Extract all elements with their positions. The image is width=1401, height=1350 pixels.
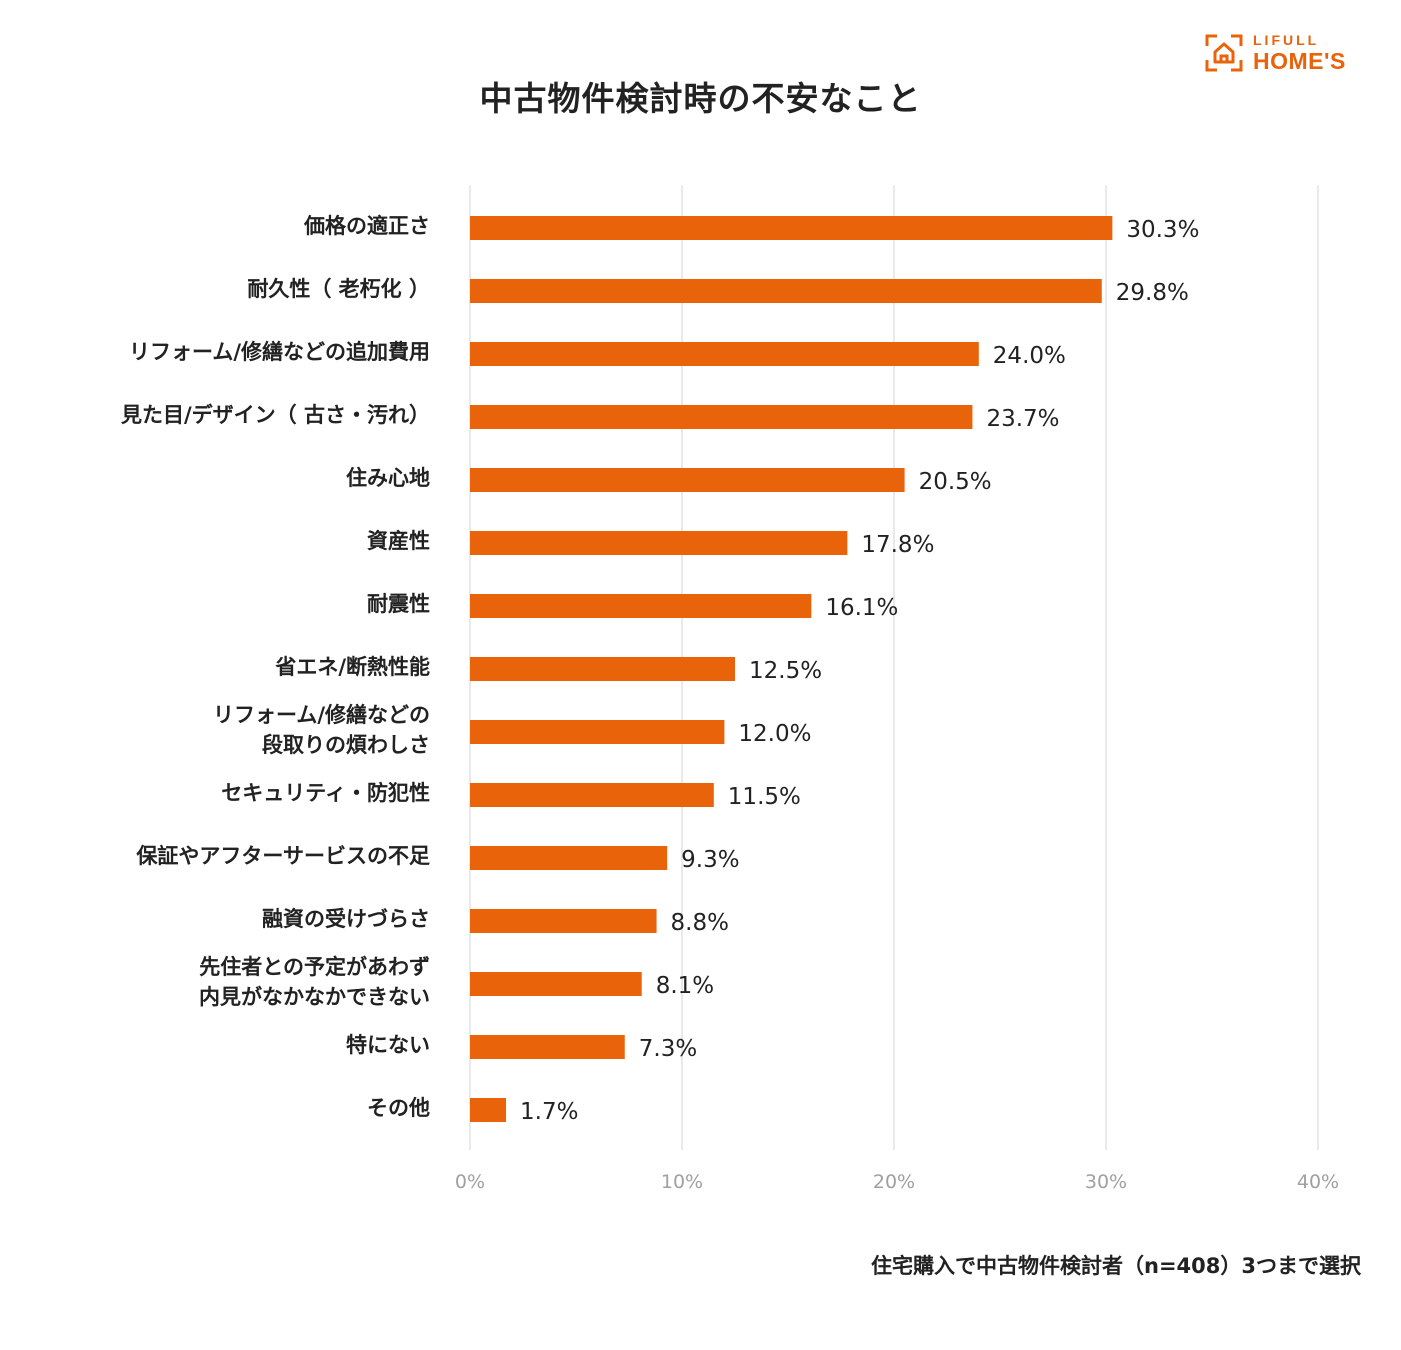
bar xyxy=(470,783,714,807)
chart-title: 中古物件検討時の不安なこと xyxy=(479,79,922,118)
bar xyxy=(470,342,979,366)
category-label-line: 段取りの煩わしさ xyxy=(262,733,430,757)
category-label: 資産性 xyxy=(367,526,430,556)
category-label-line: 融資の受けづらさ xyxy=(262,907,430,931)
value-label: 16.1% xyxy=(825,595,898,621)
category-label: セキュリティ・防犯性 xyxy=(221,778,430,808)
value-label: 29.8% xyxy=(1116,280,1189,306)
x-tick-label: 0% xyxy=(455,1171,485,1193)
category-label: 見た目/デザイン（ 古さ・汚れ） xyxy=(121,400,430,430)
value-label: 23.7% xyxy=(986,406,1059,432)
bar xyxy=(470,1098,507,1122)
sample-footnote: 住宅購入で中古物件検討者（n=408）3つまで選択 xyxy=(871,1254,1361,1278)
category-label-line: 価格の適正さ xyxy=(304,214,430,238)
value-label: 24.0% xyxy=(993,343,1066,369)
category-label: 融資の受けづらさ xyxy=(262,904,430,934)
bar xyxy=(470,909,657,933)
category-label: 保証やアフターサービスの不足 xyxy=(136,841,430,871)
category-label-line: 耐震性 xyxy=(367,592,430,616)
category-label: リフォーム/修繕などの追加費用 xyxy=(129,337,430,367)
logo-text-lifull: LIFULL xyxy=(1253,32,1320,48)
bar xyxy=(470,972,642,996)
category-label-line: 資産性 xyxy=(367,529,430,553)
value-label: 30.3% xyxy=(1126,217,1199,243)
category-label-line: その他 xyxy=(367,1096,430,1120)
bar xyxy=(470,846,668,870)
bar xyxy=(470,216,1113,240)
bar xyxy=(470,531,848,555)
category-label: 特にない xyxy=(346,1030,430,1060)
bar xyxy=(470,1035,625,1059)
category-label-line: セキュリティ・防犯性 xyxy=(221,781,430,805)
category-label-line: リフォーム/修繕などの追加費用 xyxy=(128,340,430,364)
bar xyxy=(470,657,735,681)
bar xyxy=(470,405,973,429)
logo-text-homes: HOME'S xyxy=(1253,48,1346,74)
value-label: 9.3% xyxy=(681,847,739,873)
house-logo-icon xyxy=(1205,34,1243,72)
value-label: 17.8% xyxy=(861,532,934,558)
category-label-line: 内見がなかなかできない xyxy=(199,985,430,1009)
category-label-line: 見た目/デザイン（ 古さ・汚れ） xyxy=(121,403,430,427)
value-label: 8.1% xyxy=(656,973,714,999)
category-label: 省エネ/断熱性能 xyxy=(275,652,430,682)
category-label-line: 住み心地 xyxy=(346,466,430,490)
value-label: 8.8% xyxy=(671,910,729,936)
category-label-line: 特にない xyxy=(346,1033,430,1057)
category-label: 耐久性（ 老朽化 ） xyxy=(247,274,430,304)
category-label: 先住者との予定があわず 内見がなかなかできない xyxy=(199,952,430,1012)
value-label: 1.7% xyxy=(520,1099,578,1125)
category-label-line: 耐久性（ 老朽化 ） xyxy=(247,277,430,301)
bar xyxy=(470,279,1102,303)
category-label: 価格の適正さ xyxy=(304,211,430,241)
value-label: 11.5% xyxy=(728,784,801,810)
x-tick-label: 30% xyxy=(1085,1171,1127,1193)
bar xyxy=(470,594,812,618)
bar xyxy=(470,720,725,744)
category-label: 耐震性 xyxy=(367,589,430,619)
category-label-line: 保証やアフターサービスの不足 xyxy=(136,844,430,868)
x-tick-label: 20% xyxy=(873,1171,915,1193)
bar xyxy=(470,468,905,492)
value-label: 7.3% xyxy=(639,1036,697,1062)
value-label: 12.5% xyxy=(749,658,822,684)
category-label: その他 xyxy=(367,1093,430,1123)
category-label-line: 先住者との予定があわず xyxy=(199,955,430,979)
category-label-line: 省エネ/断熱性能 xyxy=(275,655,430,679)
category-label: 住み心地 xyxy=(346,463,430,493)
value-label: 20.5% xyxy=(919,469,992,495)
x-tick-label: 40% xyxy=(1297,1171,1339,1193)
value-label: 12.0% xyxy=(738,721,811,747)
x-tick-label: 10% xyxy=(661,1171,703,1193)
brand-logo: LIFULL HOME'S xyxy=(1205,32,1375,76)
category-label: リフォーム/修繕などの段取りの煩わしさ xyxy=(213,700,430,760)
category-label-line: リフォーム/修繕などの xyxy=(212,703,430,727)
